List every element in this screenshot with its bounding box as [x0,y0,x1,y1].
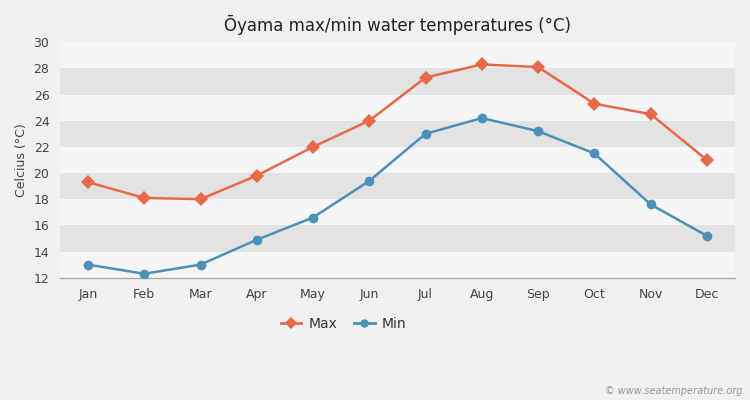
Min [196,262,205,267]
Title: Ōyama max/min water temperatures (°C): Ōyama max/min water temperatures (°C) [224,15,571,35]
Max [477,62,486,67]
Line: Max: Max [83,60,712,204]
Max [364,118,374,123]
Min [252,237,261,242]
Text: © www.seatemperature.org: © www.seatemperature.org [605,386,742,396]
Max [252,173,261,178]
Bar [60,147,735,173]
Min [590,151,598,156]
Min [421,131,430,136]
Min [477,116,486,120]
Min [83,262,92,267]
Min [308,215,317,220]
Min [646,202,655,207]
Bar [60,94,735,121]
Max [308,144,317,149]
Max [83,180,92,184]
Min [140,271,148,276]
Bar [60,225,735,252]
Max [702,158,711,162]
Max [646,112,655,116]
Bar [60,42,735,68]
Max [140,196,148,200]
Bar [60,252,735,278]
Max [533,65,542,70]
Legend: Max, Min: Max, Min [275,312,412,337]
Min [364,178,374,183]
Max [196,197,205,202]
Y-axis label: Celcius (°C): Celcius (°C) [15,123,28,197]
Bar [60,173,735,199]
Max [421,75,430,80]
Line: Min: Min [83,113,712,279]
Bar [60,121,735,147]
Bar [60,68,735,94]
Min [702,234,711,238]
Bar [60,199,735,225]
Min [533,129,542,134]
Max [590,101,598,106]
